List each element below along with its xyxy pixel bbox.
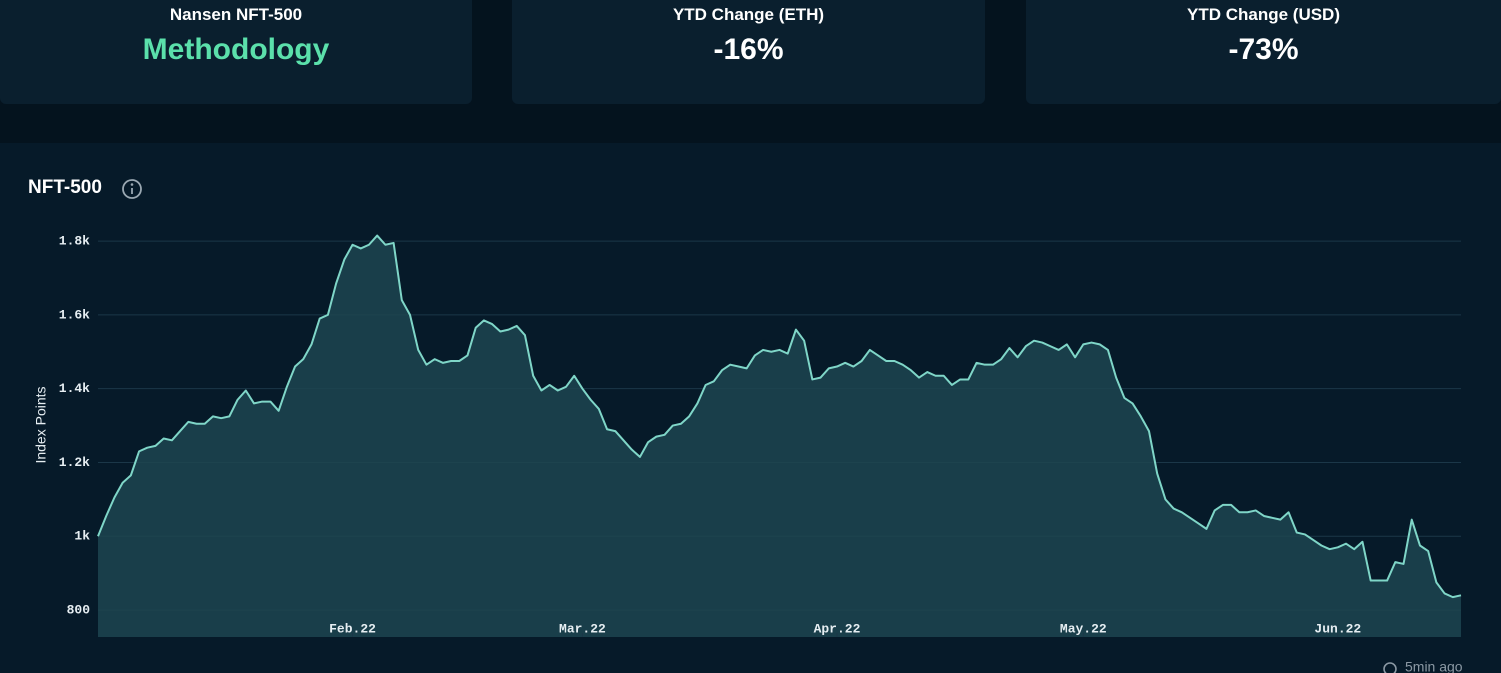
card: YTD Change (USD) -73% bbox=[1026, 0, 1501, 104]
y-tick-label: 1.8k bbox=[59, 234, 90, 249]
card-label: YTD Change (USD) bbox=[1187, 5, 1340, 24]
refresh-icon bbox=[1383, 662, 1397, 673]
y-tick-label: 1k bbox=[74, 529, 90, 544]
x-tick-label: Mar.22 bbox=[559, 621, 606, 636]
area bbox=[98, 235, 1461, 637]
y-axis-label: Index Points bbox=[33, 386, 49, 463]
x-tick-label: Apr.22 bbox=[814, 621, 861, 636]
line bbox=[97, 234, 1462, 599]
methodology-link[interactable]: Methodology bbox=[142, 33, 330, 66]
card-label: Nansen NFT-500 bbox=[169, 5, 303, 24]
y-tick-label: 1.2k bbox=[59, 455, 90, 470]
y-tick-label: 1.6k bbox=[59, 307, 90, 322]
x-tick-label: Feb.22 bbox=[329, 621, 376, 636]
card-value: -16% bbox=[713, 33, 784, 66]
card-value: -73% bbox=[1228, 33, 1299, 66]
card: Nansen NFT-500 Methodology bbox=[0, 0, 472, 104]
card: YTD Change (ETH) -16% bbox=[512, 0, 985, 104]
last-updated: 5min ago bbox=[1405, 659, 1463, 673]
info-icon[interactable] bbox=[122, 179, 142, 199]
x-tick-label: Jun.22 bbox=[1314, 621, 1361, 636]
card-label: YTD Change (ETH) bbox=[672, 5, 825, 24]
chart-title: NFT-500 bbox=[28, 177, 102, 198]
x-tick-label: May.22 bbox=[1060, 621, 1107, 636]
y-tick-label: 1.4k bbox=[59, 381, 90, 396]
y-tick-label: 800 bbox=[67, 603, 91, 618]
